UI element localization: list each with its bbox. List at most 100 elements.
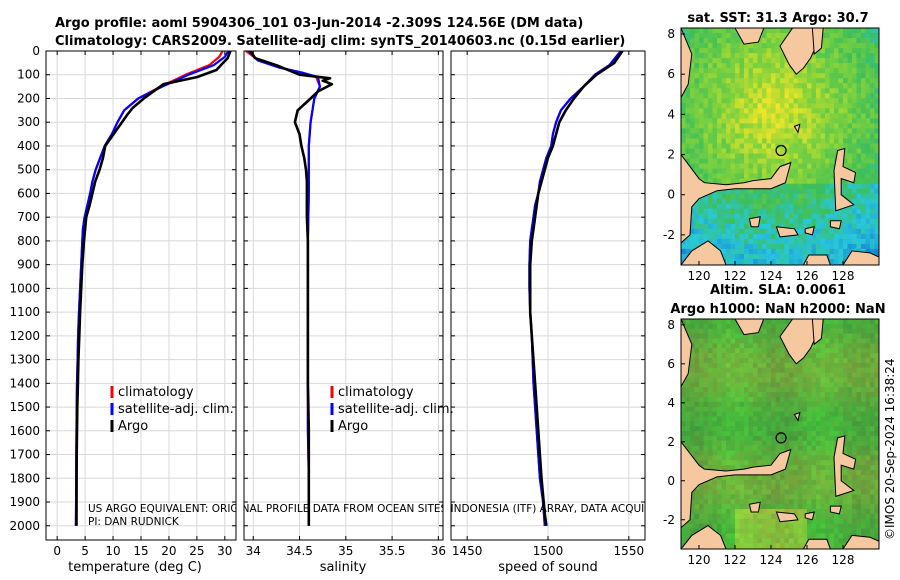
raster-cell [748, 198, 754, 205]
raster-cell [870, 445, 876, 452]
raster-cell [780, 98, 786, 104]
raster-cell [757, 504, 763, 510]
raster-cell [847, 523, 853, 530]
raster-cell [834, 38, 840, 44]
raster-cell [694, 73, 700, 79]
raster-cell [865, 128, 871, 134]
raster-cell [780, 38, 786, 44]
raster-cell [811, 397, 817, 403]
raster-cell [793, 392, 799, 398]
raster-cell [717, 353, 723, 359]
raster-cell [775, 538, 781, 544]
raster-cell [735, 63, 741, 69]
raster-cell [748, 173, 754, 180]
raster-cell [784, 88, 790, 94]
raster-cell [852, 362, 858, 369]
raster-cell [753, 118, 759, 124]
raster-cell [816, 489, 822, 496]
raster-cell [834, 358, 840, 364]
raster-cell [775, 543, 781, 549]
raster-cell [699, 377, 705, 383]
x-tick-label: 0 [53, 544, 61, 558]
raster-cell [843, 78, 849, 84]
raster-cell [793, 431, 799, 437]
raster-cell [825, 58, 831, 64]
raster-cell [717, 208, 723, 215]
raster-cell [726, 78, 732, 84]
raster-cell [784, 238, 790, 245]
raster-cell [694, 353, 700, 359]
raster-cell [735, 228, 741, 235]
raster-cell [726, 58, 732, 64]
raster-cell [712, 431, 718, 437]
raster-cell [789, 367, 795, 374]
raster-cell [829, 470, 835, 476]
raster-cell [861, 421, 867, 427]
raster-cell [748, 98, 754, 104]
raster-cell [811, 426, 817, 432]
raster-cell [843, 426, 849, 432]
raster-cell [870, 38, 876, 44]
raster-cell [874, 178, 879, 185]
raster-cell [717, 377, 723, 383]
raster-cell [847, 148, 853, 155]
raster-cell [861, 372, 867, 379]
raster-cell [807, 248, 813, 255]
raster-cell [870, 153, 876, 160]
raster-cell [870, 333, 876, 340]
raster-cell [825, 387, 831, 393]
raster-cell [825, 208, 831, 215]
y-tick-label: 400 [17, 139, 40, 153]
raster-cell [766, 431, 772, 437]
landmass [734, 319, 765, 336]
raster-cell [834, 397, 840, 403]
raster-cell [708, 168, 714, 175]
raster-cell [766, 372, 772, 379]
raster-cell [829, 431, 835, 437]
raster-cell [816, 228, 822, 235]
raster-cell [834, 83, 840, 89]
raster-cell [694, 63, 700, 69]
raster-cell [726, 93, 732, 99]
raster-cell [811, 445, 817, 452]
sla-map-title-line2: Argo h1000: NaN h2000: NaN [670, 302, 885, 317]
raster-cell [748, 543, 754, 549]
raster-cell [802, 78, 808, 84]
raster-cell [730, 543, 736, 549]
raster-cell [780, 411, 786, 418]
raster-cell [816, 426, 822, 432]
raster-cell [834, 348, 840, 354]
raster-cell [730, 233, 736, 240]
raster-cell [820, 372, 826, 379]
raster-cell [820, 158, 826, 165]
raster-cell [852, 98, 858, 104]
raster-cell [771, 83, 777, 89]
raster-cell [762, 248, 768, 255]
raster-cell [802, 387, 808, 393]
raster-cell [699, 48, 705, 54]
x-tick-label: 1500 [533, 544, 564, 558]
raster-cell [825, 63, 831, 69]
raster-cell [766, 543, 772, 549]
raster-cell [847, 83, 853, 89]
raster-cell [852, 474, 858, 481]
raster-cell [771, 538, 777, 544]
lon-tick-label: 124 [760, 553, 783, 567]
raster-cell [694, 238, 700, 245]
raster-cell [717, 348, 723, 354]
raster-cell [865, 78, 871, 84]
raster-cell [874, 358, 879, 364]
raster-cell [699, 208, 705, 215]
raster-cell [694, 421, 700, 427]
raster-cell [712, 228, 718, 235]
raster-cell [838, 254, 844, 260]
raster-cell [703, 450, 709, 457]
raster-cell [843, 193, 849, 200]
raster-cell [690, 123, 696, 129]
raster-cell [852, 233, 858, 240]
raster-cell [771, 455, 777, 461]
raster-cell [780, 416, 786, 422]
raster-cell [870, 213, 876, 220]
raster-cell [753, 98, 759, 104]
raster-cell [703, 108, 709, 114]
